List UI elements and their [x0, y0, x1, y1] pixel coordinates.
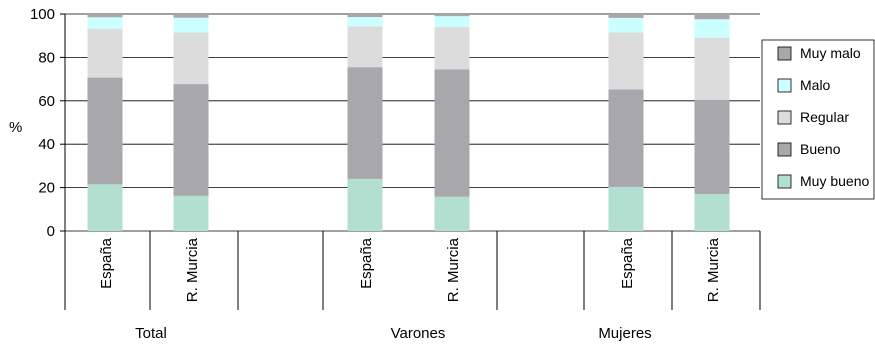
bar-segment — [434, 14, 470, 17]
y-tick-label: 60 — [38, 93, 55, 110]
legend-label: Malo — [800, 77, 831, 93]
axes: 0 20 40 60 80 100 España R. Murcia España R. Murc… — [30, 6, 761, 342]
x-tick-label: España — [98, 237, 115, 289]
legend-label: Muy bueno — [800, 173, 869, 189]
y-axis-label: % — [9, 119, 22, 136]
group-label: Varones — [391, 325, 446, 342]
bar-segment — [347, 178, 383, 231]
bar-segment — [347, 67, 383, 179]
bar-segment — [434, 16, 470, 28]
legend-label: Muy malo — [800, 45, 861, 61]
bar-segment — [87, 184, 123, 231]
legend: Muy malo Malo Regular Bueno Muy bueno — [761, 39, 875, 200]
bar-segment — [694, 19, 730, 38]
bar-segment — [694, 37, 730, 100]
x-tick-label: R. Murcia — [184, 237, 201, 302]
y-tick-label: 100 — [30, 6, 55, 23]
grid — [65, 13, 760, 232]
group-label: Mujeres — [598, 325, 651, 342]
x-tick-label: España — [358, 237, 375, 289]
legend-swatch — [777, 46, 792, 61]
bar-segment — [608, 89, 644, 187]
bar-segment — [608, 14, 644, 18]
bar-segment — [347, 26, 383, 68]
bar-segment — [173, 14, 209, 18]
bar-segment — [694, 14, 730, 20]
bar-segment — [87, 28, 123, 78]
legend-label: Regular — [800, 109, 849, 125]
x-tick-label: España — [619, 237, 636, 289]
bar-segment — [694, 194, 730, 231]
bar-segment — [173, 84, 209, 196]
y-tick-label: 20 — [38, 180, 55, 197]
bar-segment — [173, 32, 209, 85]
bar-segment — [87, 14, 123, 18]
y-tick-label: 40 — [38, 136, 55, 153]
y-tick-label: 0 — [47, 223, 55, 240]
bar-segment — [87, 77, 123, 185]
bar-segment — [608, 17, 644, 33]
bar-segment — [173, 195, 209, 231]
bar-segment — [347, 17, 383, 27]
bar-segment — [347, 14, 383, 18]
y-tick-label: 80 — [38, 49, 55, 66]
bar-segment — [694, 99, 730, 195]
bar-segment — [608, 32, 644, 90]
bar-segment — [434, 196, 470, 231]
x-tick-label: R. Murcia — [705, 237, 722, 302]
bars — [87, 14, 730, 231]
bar-segment — [434, 27, 470, 70]
legend-swatch — [777, 174, 792, 189]
legend-swatch — [777, 110, 792, 125]
legend-label: Bueno — [800, 141, 841, 157]
group-label: Total — [135, 325, 167, 342]
bar-segment — [434, 69, 470, 197]
legend-swatch — [777, 78, 792, 93]
bar-segment — [608, 186, 644, 231]
legend-swatch — [777, 142, 792, 157]
bar-segment — [173, 17, 209, 33]
x-tick-label: R. Murcia — [445, 237, 462, 302]
bar-segment — [87, 17, 123, 29]
